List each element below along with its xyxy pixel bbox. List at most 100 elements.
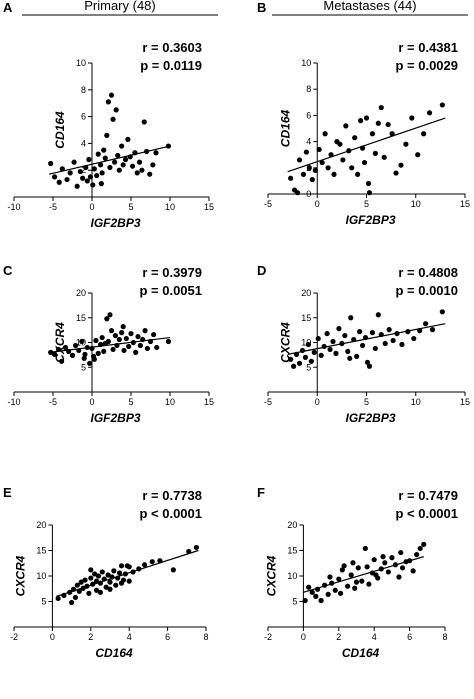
panel-b-x-tick-label: 15 <box>460 199 470 209</box>
panel-d-p-value: p = 0.0010 <box>395 283 458 298</box>
panel-d-point <box>359 342 366 349</box>
panel-a-point <box>86 156 92 163</box>
panel-a-p-value: p = 0.0119 <box>140 58 202 73</box>
panel-d-point <box>324 330 330 337</box>
panel-e-point <box>111 568 117 574</box>
panel-f-x-tick-label: 6 <box>407 632 412 642</box>
panel-f-point <box>362 545 368 552</box>
panel-f-point <box>302 597 308 604</box>
panel-a-point <box>94 172 100 179</box>
panel-b-point <box>306 165 312 171</box>
panel-d-point <box>399 341 405 348</box>
panel-c-point <box>105 338 111 345</box>
panel-c-point <box>147 338 154 345</box>
panel-f-point <box>392 562 399 568</box>
panel-e-point <box>70 586 77 592</box>
panel-f-y-tick-label: 10 <box>287 571 297 581</box>
panel-b-y-tick-label: 4 <box>306 137 311 147</box>
panel-e-point <box>170 567 176 573</box>
panel-a-point <box>64 176 70 183</box>
panel-f-point <box>329 580 335 586</box>
panel-c-point <box>82 351 88 357</box>
panel-c-point <box>48 349 54 355</box>
panel-b-point <box>389 131 395 137</box>
panel-f-point <box>341 563 347 569</box>
panel-e-point <box>103 584 109 590</box>
panel-d-x-label: IGF2BP3 <box>345 411 395 425</box>
panel-b-point <box>439 102 445 108</box>
panel-c-point <box>58 358 65 364</box>
panel-b-point <box>300 171 307 177</box>
panel-a-point <box>97 162 104 168</box>
panel-e-point <box>88 567 94 573</box>
panel-f-point <box>306 584 312 590</box>
panel-f-point <box>380 554 386 560</box>
panel-b-point <box>346 148 352 154</box>
panel-b-point <box>322 131 328 137</box>
panel-e-point <box>92 571 98 577</box>
panel-a-y-tick-label: 2 <box>81 165 86 175</box>
panel-a-point <box>99 170 105 176</box>
panel-a-point <box>125 136 131 142</box>
panel-d-point <box>390 337 396 344</box>
panel-a-point <box>59 166 65 172</box>
panel-c-point <box>126 343 132 350</box>
panel-e-p-value: p < 0.0001 <box>139 506 202 521</box>
panel-b-point <box>319 159 325 166</box>
panel-e-point <box>80 585 86 591</box>
panel-f-point <box>350 560 356 566</box>
panel-a-point <box>129 163 136 169</box>
panel-c-point <box>95 350 101 356</box>
panel-f-p-value: p < 0.0001 <box>395 506 458 521</box>
panel-f-point <box>314 586 321 592</box>
panel-c-point <box>104 316 110 322</box>
panel-a-point <box>51 174 58 180</box>
panel-c-point <box>90 353 97 359</box>
panel-b-y-tick-label: 10 <box>301 58 311 68</box>
panel-b-x-label: IGF2BP3 <box>345 213 395 227</box>
panel-e-letter: E <box>3 485 12 500</box>
panel-f-point <box>417 545 423 552</box>
panel-d-x-tick-label: 5 <box>364 397 369 407</box>
panel-e-point <box>107 579 113 585</box>
panel-f-point <box>355 565 361 571</box>
panel-a-x-tick-label: 15 <box>204 202 214 212</box>
panel-f-point <box>322 582 328 588</box>
panel-c-point <box>112 332 118 339</box>
panel-c-point <box>108 328 115 334</box>
panel-e-y-label: CXCR4 <box>13 555 27 596</box>
panel-e-point <box>105 572 111 578</box>
panel-a-point <box>113 107 119 113</box>
panel-b-point <box>343 123 349 129</box>
panel-f-y-tick-label: 15 <box>287 546 297 556</box>
panel-f-point <box>332 587 338 593</box>
panel-a-point <box>83 164 89 171</box>
panel-e-y-tick-label: 5 <box>41 597 46 607</box>
panel-f-point <box>313 593 319 600</box>
panel-b-point <box>385 121 391 128</box>
panel-b-point <box>372 150 378 156</box>
panel-c-point <box>62 344 69 351</box>
panel-a-point <box>91 166 97 172</box>
panel-e-y-tick-label: 15 <box>36 546 46 556</box>
panel-d-x-tick-label: 0 <box>315 397 320 407</box>
panel-d-point <box>330 338 336 345</box>
panel-a-point <box>67 170 73 176</box>
panel-f-x-tick-label: 8 <box>442 632 447 642</box>
panel-d-point <box>347 355 353 361</box>
panel-a-point <box>115 152 121 159</box>
panel-b-point <box>369 131 376 137</box>
panel-f-x-label: CD164 <box>342 646 380 660</box>
panel-f-point <box>325 591 331 597</box>
panel-d-point <box>308 358 314 364</box>
panel-d-point <box>342 332 348 339</box>
panel-d-point <box>351 336 357 343</box>
panel-d-x-tick-label: 15 <box>460 397 470 407</box>
panel-e-point <box>157 558 163 564</box>
panel-b-point <box>325 165 331 171</box>
panel-a-point <box>165 143 172 149</box>
